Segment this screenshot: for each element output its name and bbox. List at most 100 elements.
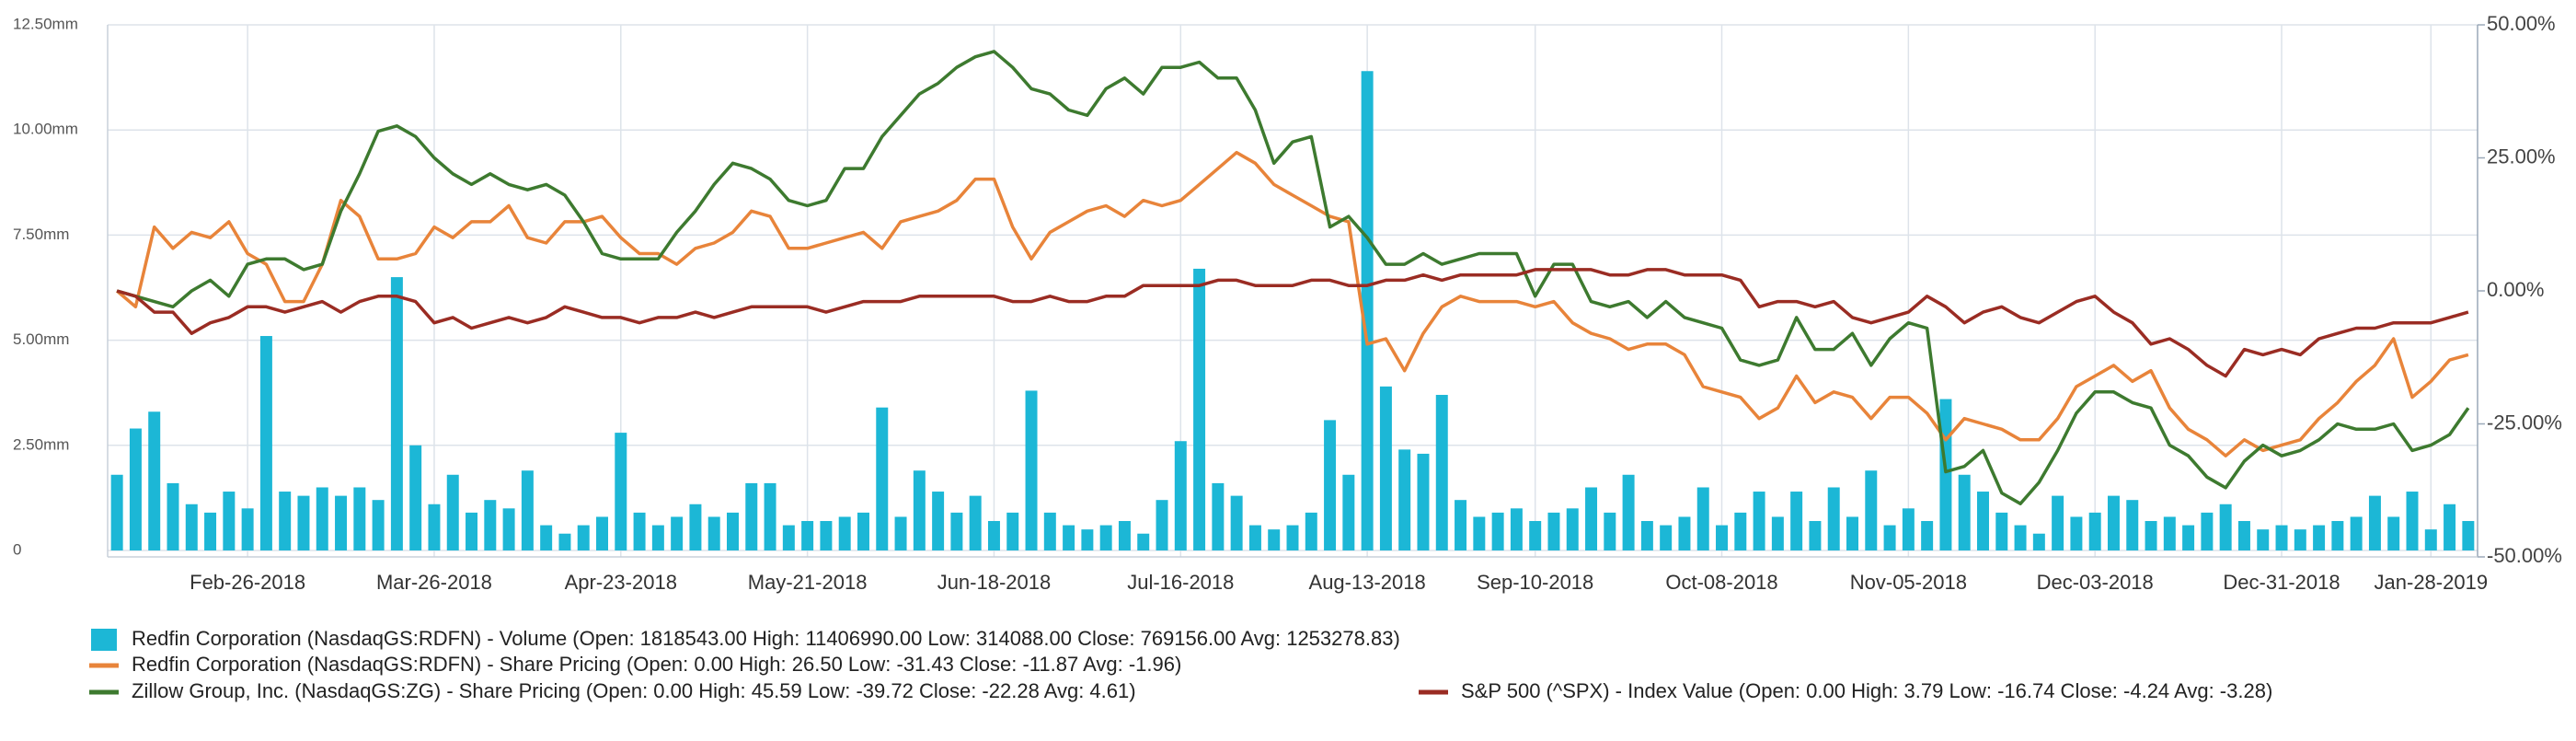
volume-bar [466,512,478,550]
legend-label: Zillow Group, Inc. (NasdaqGS:ZG) - Share… [132,679,1136,702]
legend-swatch [91,629,117,651]
volume-bar [2313,525,2326,550]
volume-bar [1640,521,1653,550]
volume-bar [987,521,1000,550]
volume-bar [2368,495,2381,550]
volume-bar [2294,529,2306,550]
volume-bar [2070,516,2083,550]
volume-bar [279,492,292,550]
volume-bar [2350,516,2363,550]
volume-bar [129,428,142,550]
volume-bar [185,504,198,550]
volume-bar [1081,529,1094,550]
volume-bar [1716,525,1729,550]
volume-bar [2444,504,2456,550]
volume-bar [1827,487,1840,550]
volume-bar [1995,512,2008,550]
volume-bar [1883,525,1896,550]
x-tick-label: Aug-13-2018 [1309,571,1426,594]
volume-bar [1696,487,1709,550]
volume-bar [1043,512,1056,550]
volume-bar [502,508,515,550]
volume-bar [577,525,590,550]
volume-bar [764,482,776,550]
volume-bar [1248,525,1261,550]
volume-bar [2219,504,2232,550]
volume-bar [1958,474,1971,550]
volume-bar [2201,512,2214,550]
volume-bar [838,516,851,550]
volume-bar [2424,529,2437,550]
volume-bar [2126,500,2139,550]
volume-bar [1193,268,1206,550]
series-line [115,150,2469,457]
volume-bar [1361,71,1374,551]
volume-bar [932,492,945,550]
volume-bar [745,482,758,550]
legend-label: Redfin Corporation (NasdaqGS:RDFN) - Vol… [132,627,1400,650]
series-line [116,268,2469,378]
volume-bar [1268,529,1281,550]
volume-bar [148,411,161,550]
x-tick-label: Sep-10-2018 [1477,571,1593,594]
legend-label: S&P 500 (^SPX) - Index Value (Open: 0.00… [1461,679,2272,702]
volume-bar [801,521,814,550]
y2-tick-label: 0.00% [2487,278,2544,301]
x-tick-label: May-21-2018 [748,571,868,594]
volume-bar [820,521,833,550]
volume-bar [390,277,403,550]
volume-bar [2163,516,2176,550]
volume-bar [204,512,217,550]
y-tick-label: 5.00mm [13,330,69,348]
volume-bar [1455,500,1467,550]
y2-tick-label: -25.00% [2487,411,2562,434]
volume-bar [167,482,179,550]
volume-bar [1156,500,1168,550]
x-tick-label: Nov-05-2018 [1850,571,1967,594]
volume-bar [2145,521,2157,550]
volume-bar [1324,420,1337,550]
volume-bar [1025,390,1038,550]
y2-tick-label: 25.00% [2487,145,2556,168]
volume-bar [1099,525,1112,550]
legend-label: Redfin Corporation (NasdaqGS:RDFN) - Sha… [132,653,1181,676]
volume-bar [1529,521,1542,550]
volume-bar [484,500,497,550]
volume-bar [671,516,684,550]
volume-bar [2052,495,2064,550]
volume-bar [1212,482,1225,550]
y-tick-label: 7.50mm [13,226,69,243]
volume-bar [1379,386,1392,550]
volume-bar [2406,492,2419,550]
volume-bar [633,512,646,550]
volume-bar [1305,512,1317,550]
volume-bar [1063,525,1075,550]
volume-bar [2182,525,2195,550]
volume-bar [2387,516,2400,550]
volume-bar [1342,474,1355,550]
x-tick-label: Feb-26-2018 [190,571,305,594]
volume-bar [241,508,254,550]
volume-bar [297,495,310,550]
volume-bar [1902,508,1915,550]
x-tick-label: Jun-18-2018 [937,571,1052,594]
x-tick-label: Dec-31-2018 [2223,571,2340,594]
x-tick-label: Mar-26-2018 [376,571,492,594]
volume-bar [1790,492,1803,550]
y-tick-label: 10.00mm [13,121,78,138]
volume-bar [1566,508,1579,550]
volume-bar [651,525,664,550]
volume-bar [1809,521,1822,550]
volume-bar [1622,474,1635,550]
volume-bar [727,512,739,550]
volume-bar [2088,512,2101,550]
volume-bar [1006,512,1019,550]
volume-bar [1734,512,1747,550]
y2-tick-label: 50.00% [2487,12,2556,35]
volume-bar [110,474,123,550]
series-line [116,50,2470,505]
volume-bar [707,516,720,550]
volume-bar [1921,521,1934,550]
volume-bar [2275,525,2288,550]
